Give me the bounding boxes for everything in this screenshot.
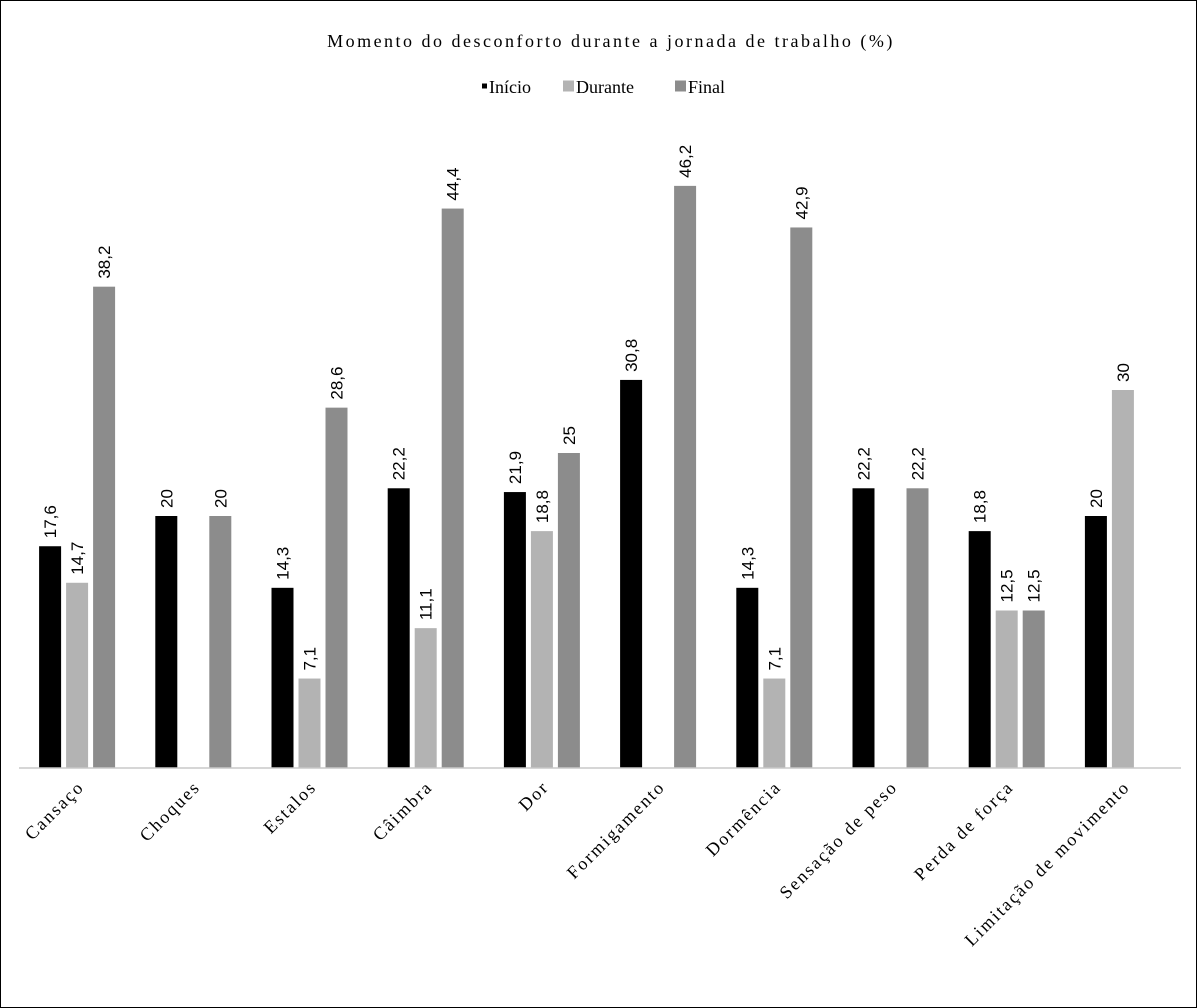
bar-final-dormencia — [790, 227, 813, 768]
bar-inicio-cansaco — [39, 546, 62, 768]
value-label-inicio-formigamento: 30,8 — [622, 339, 641, 372]
bar-final-estalos — [325, 407, 348, 768]
data-labels-group: 17,6 14,7 38,2 20 20 14,3 7,1 28,6 22,2 11,1 44,4 2… — [41, 145, 1133, 671]
bar-inicio-sensacao-de-peso — [852, 488, 875, 768]
bar-final-cansaco — [93, 286, 116, 768]
value-label-inicio-cansaco: 17,6 — [41, 505, 60, 538]
value-label-inicio-estalos: 14,3 — [274, 547, 293, 580]
bar-durante-limitacao-de-movimento — [1111, 390, 1134, 768]
legend-label-final: Final — [688, 77, 725, 97]
bar-inicio-caimbra — [387, 488, 410, 768]
legend: Início Durante Final — [482, 77, 725, 97]
value-label-durante-dor: 18,8 — [533, 490, 552, 523]
bar-inicio-estalos — [271, 587, 294, 768]
legend-label-durante: Durante — [576, 77, 634, 97]
value-label-final-estalos: 28,6 — [328, 367, 347, 400]
bar-inicio-formigamento — [620, 379, 643, 768]
bar-inicio-perda-de-forca — [968, 531, 991, 768]
value-label-inicio-dormencia: 14,3 — [738, 547, 757, 580]
value-label-final-dor: 25 — [560, 426, 579, 445]
value-label-inicio-sensacao-de-peso: 22,2 — [855, 447, 874, 480]
bar-final-caimbra — [441, 208, 464, 768]
chart-title: Momento do desconforto durante a jornada… — [327, 31, 895, 52]
value-label-inicio-limitacao-de-movimento: 20 — [1087, 489, 1106, 508]
bar-final-perda-de-forca — [1022, 610, 1045, 768]
bar-durante-estalos — [298, 678, 321, 768]
bar-inicio-dormencia — [736, 587, 759, 768]
value-label-inicio-perda-de-forca: 18,8 — [971, 490, 990, 523]
legend-swatch-final — [675, 80, 686, 92]
bar-durante-dormencia — [763, 678, 786, 768]
value-label-final-sensacao-de-peso: 22,2 — [909, 447, 928, 480]
legend-swatch-inicio — [482, 83, 487, 89]
bar-durante-perda-de-forca — [995, 610, 1018, 768]
value-label-final-formigamento: 46,2 — [676, 145, 695, 178]
category-label-perda-de-forca: Perda de força — [910, 777, 1017, 884]
bar-inicio-dor — [503, 492, 526, 768]
category-label-dormencia: Dormência — [702, 777, 785, 860]
category-label-cansaco: Cansaço — [21, 777, 88, 844]
value-label-durante-estalos: 7,1 — [301, 647, 320, 671]
value-label-inicio-choques: 20 — [157, 489, 176, 508]
value-label-final-dormencia: 42,9 — [792, 186, 811, 219]
bar-final-formigamento — [674, 185, 697, 768]
category-label-sensacao-de-peso: Sensação de peso — [775, 777, 901, 903]
bar-durante-dor — [530, 531, 553, 768]
value-label-durante-caimbra: 11,1 — [417, 588, 436, 620]
category-label-estalos: Estalos — [260, 777, 321, 838]
value-label-durante-limitacao-de-movimento: 30 — [1114, 363, 1133, 382]
category-label-choques: Choques — [136, 777, 205, 846]
bar-final-dor — [557, 453, 580, 768]
bar-inicio-choques — [155, 516, 178, 768]
value-label-durante-cansaco: 14,7 — [68, 542, 87, 575]
value-label-final-perda-de-forca: 12,5 — [1025, 569, 1044, 602]
bar-durante-caimbra — [414, 628, 437, 768]
category-label-caimbra: Câimbra — [369, 777, 437, 845]
value-label-inicio-dor: 21,9 — [506, 451, 525, 484]
legend-label-inicio: Início — [489, 77, 531, 97]
value-label-final-choques: 20 — [211, 489, 230, 508]
category-label-dor: Dor — [515, 777, 553, 815]
bar-inicio-limitacao-de-movimento — [1084, 516, 1107, 768]
value-label-durante-perda-de-forca: 12,5 — [998, 569, 1017, 602]
bar-final-choques — [209, 516, 232, 768]
value-label-inicio-caimbra: 22,2 — [390, 447, 409, 480]
bar-final-sensacao-de-peso — [906, 488, 929, 768]
category-label-formigamento: Formigamento — [563, 777, 669, 883]
bars-group — [39, 185, 1134, 768]
bar-durante-cansaco — [66, 582, 89, 768]
value-label-final-caimbra: 44,4 — [444, 167, 463, 200]
legend-swatch-durante — [563, 80, 574, 92]
value-label-durante-dormencia: 7,1 — [765, 647, 784, 671]
value-label-final-cansaco: 38,2 — [95, 246, 114, 279]
category-labels-group: Cansaço Choques Estalos Câimbra Dor Formigame… — [21, 777, 1134, 950]
